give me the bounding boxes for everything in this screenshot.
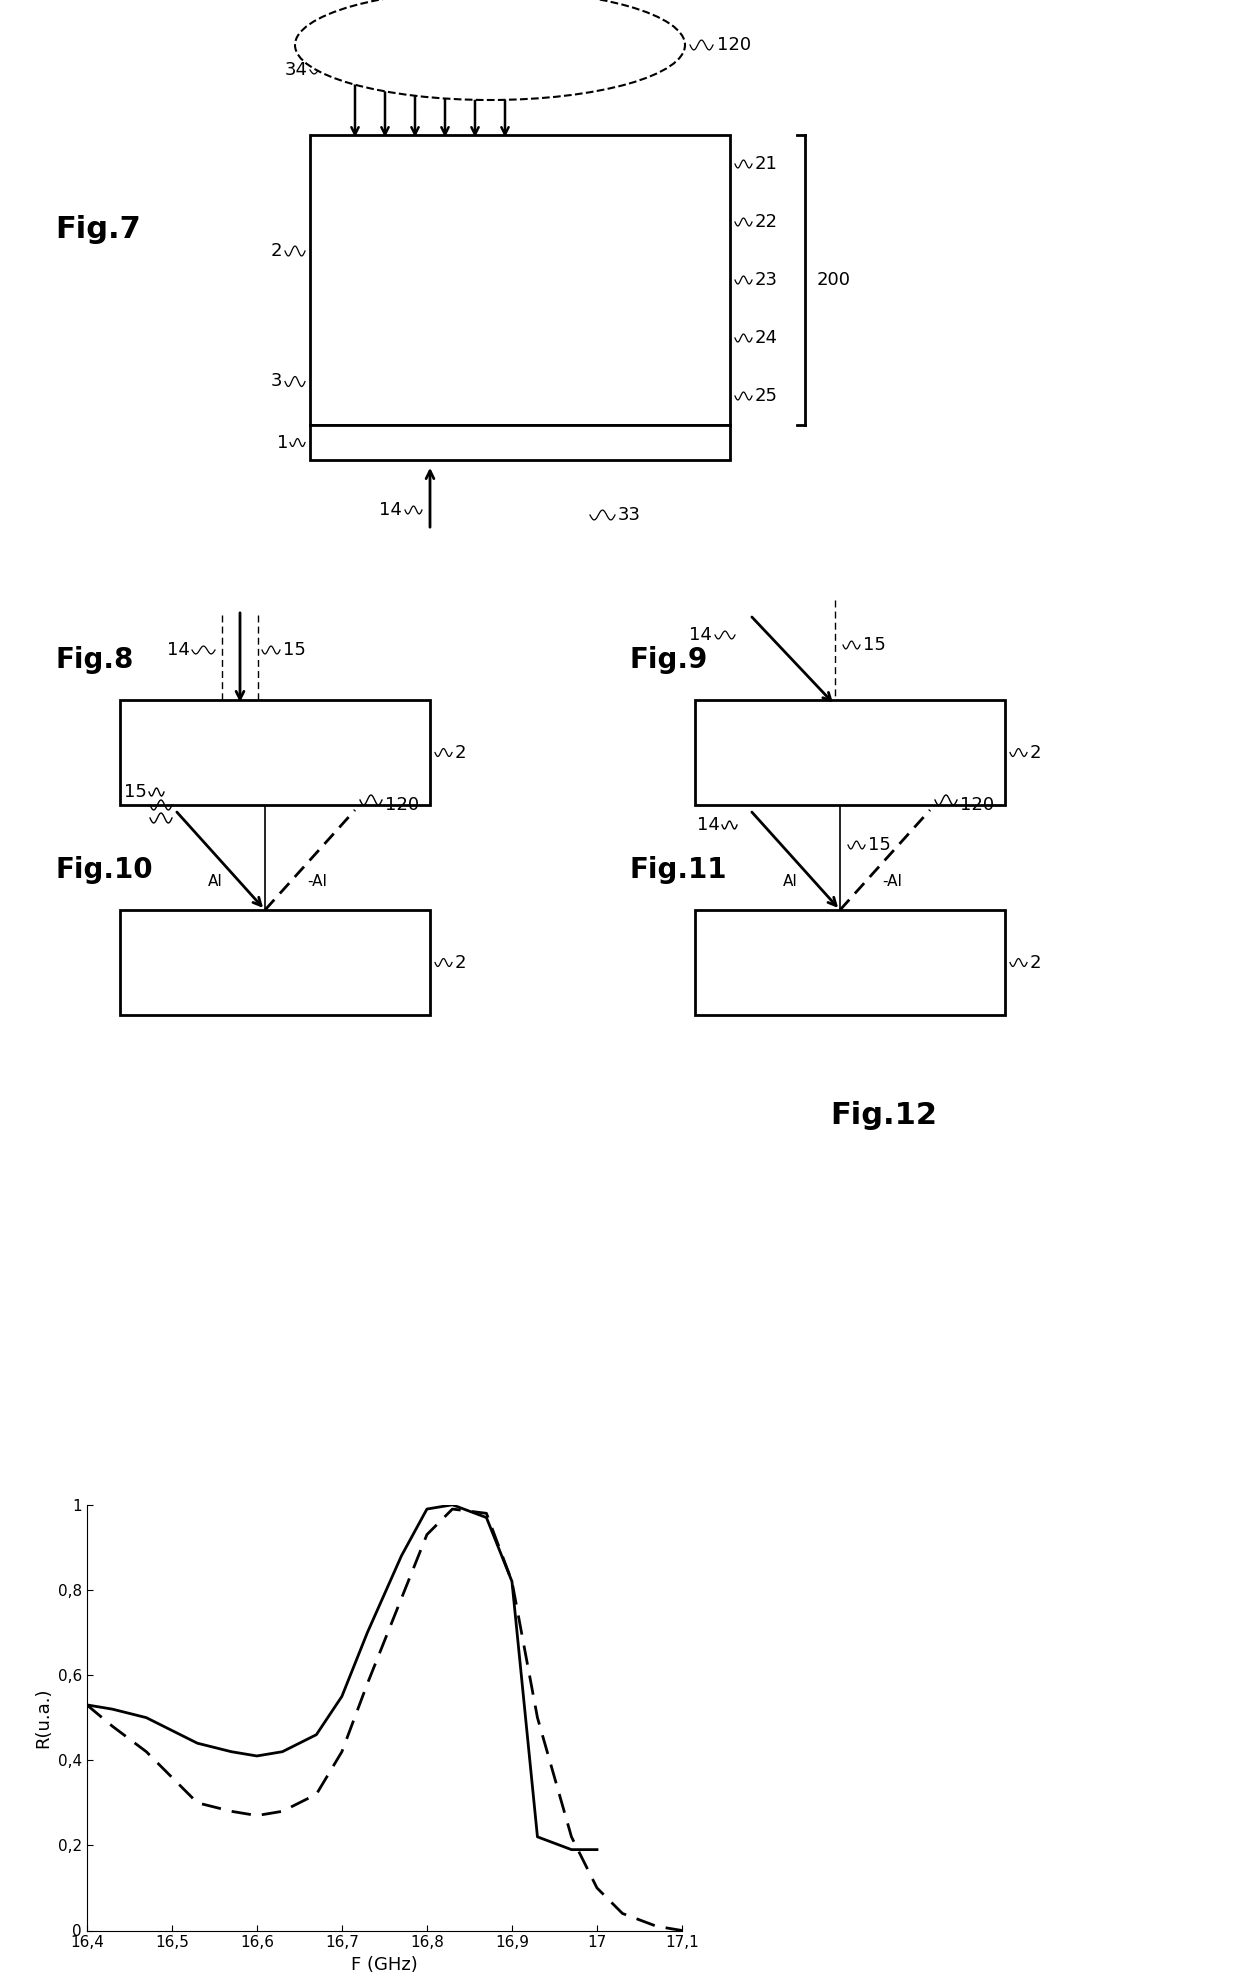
- Text: 122: 122: [502, 36, 537, 53]
- Ellipse shape: [295, 0, 684, 101]
- Text: 3: 3: [270, 372, 281, 390]
- Text: 14: 14: [697, 816, 720, 834]
- Text: 21: 21: [755, 154, 777, 172]
- Bar: [120, 911, 430, 1016]
- Text: 15: 15: [863, 636, 885, 653]
- X-axis label: F (GHz): F (GHz): [351, 1956, 418, 1974]
- Text: 2: 2: [455, 744, 466, 762]
- Text: 31: 31: [546, 65, 568, 83]
- Text: AI: AI: [782, 875, 797, 889]
- Bar: [694, 701, 1004, 806]
- Text: 2: 2: [1030, 954, 1042, 972]
- Text: 1: 1: [277, 434, 288, 451]
- Text: AI: AI: [207, 875, 222, 889]
- Bar: [310, 426, 730, 459]
- Text: 15: 15: [868, 836, 890, 853]
- Text: 15: 15: [283, 642, 306, 659]
- Text: 2: 2: [1030, 744, 1042, 762]
- Text: Fig.7: Fig.7: [55, 216, 141, 244]
- Text: 22: 22: [755, 214, 777, 232]
- Text: 15: 15: [305, 36, 326, 53]
- Text: 2: 2: [270, 242, 281, 259]
- Bar: [310, 135, 730, 426]
- Bar: [120, 701, 430, 806]
- Text: Fig.12: Fig.12: [830, 1101, 937, 1129]
- Bar: [694, 911, 1004, 1016]
- Text: -AI: -AI: [882, 875, 901, 889]
- Text: 120: 120: [384, 796, 419, 814]
- Text: Fig.10: Fig.10: [55, 855, 153, 883]
- Text: Fig.11: Fig.11: [630, 855, 728, 883]
- Text: Fig.9: Fig.9: [630, 645, 708, 673]
- Text: 124: 124: [398, 36, 433, 53]
- Text: 25: 25: [755, 386, 777, 406]
- Y-axis label: R(u.a.): R(u.a.): [35, 1687, 52, 1748]
- Text: Fig.8: Fig.8: [55, 645, 134, 673]
- Text: 120: 120: [717, 36, 751, 53]
- Text: 33: 33: [618, 507, 641, 525]
- Text: 200: 200: [817, 271, 851, 289]
- Text: 14: 14: [167, 642, 190, 659]
- Text: 125: 125: [337, 36, 372, 53]
- Text: 15: 15: [124, 782, 148, 802]
- Text: 24: 24: [755, 329, 777, 346]
- Text: 121: 121: [558, 36, 593, 53]
- Text: 120: 120: [960, 796, 994, 814]
- Text: 123: 123: [451, 36, 485, 53]
- Text: 14: 14: [689, 626, 712, 644]
- Text: 34: 34: [285, 61, 308, 79]
- Text: 14: 14: [379, 501, 402, 519]
- Text: 2: 2: [455, 954, 466, 972]
- Text: -AI: -AI: [308, 875, 327, 889]
- Text: 23: 23: [755, 271, 777, 289]
